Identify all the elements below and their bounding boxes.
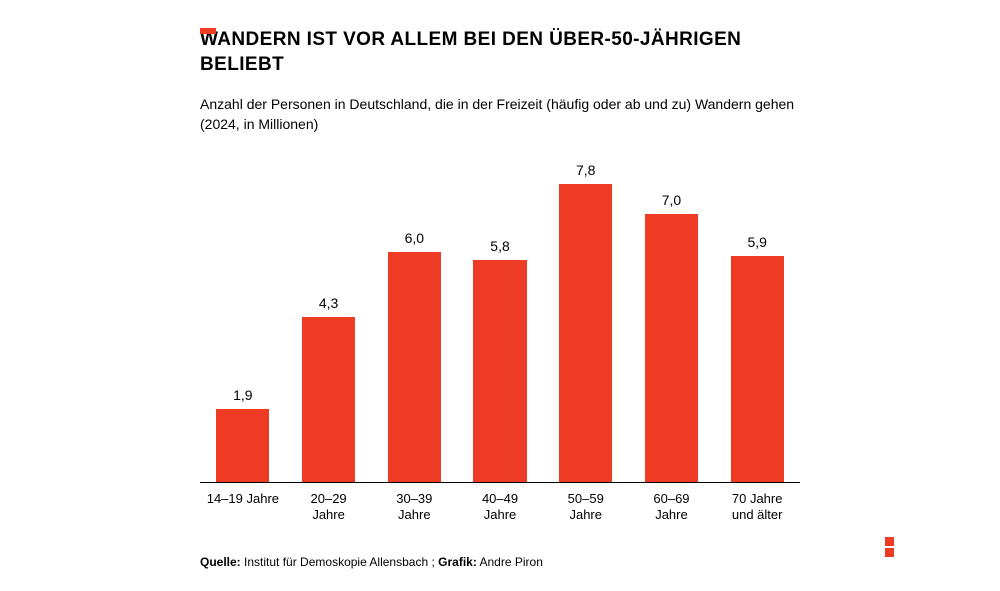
bar <box>645 214 698 481</box>
bar-column: 5,8 <box>457 238 543 482</box>
bar-chart: 1,9 4,3 6,0 5,8 7,8 7,0 5,9 <box>200 163 800 483</box>
bar-value-label: 1,9 <box>233 387 252 403</box>
accent-square-top <box>200 28 216 34</box>
bar <box>559 184 612 482</box>
bar-column: 7,0 <box>629 192 715 481</box>
chart-subtitle: Anzahl der Personen in Deutschland, die … <box>200 95 800 134</box>
bar-column: 6,0 <box>371 230 457 481</box>
x-axis-labels: 14–19 Jahre20–29 Jahre30–39 Jahre40–49 J… <box>200 491 800 524</box>
bar-value-label: 7,0 <box>662 192 681 208</box>
x-axis-label: 70 Jahre und älter <box>714 491 800 524</box>
bar-column: 4,3 <box>286 295 372 481</box>
graphic-label: Grafik: <box>438 555 477 569</box>
x-axis-label: 30–39 Jahre <box>371 491 457 524</box>
graphic-value: Andre Piron <box>480 555 543 569</box>
accent-square-icon <box>885 537 894 546</box>
bar <box>216 409 269 482</box>
bar-value-label: 7,8 <box>576 162 595 178</box>
accent-squares-side <box>885 537 894 559</box>
bar <box>388 252 441 481</box>
chart-footer: Quelle: Institut für Demoskopie Allensba… <box>200 555 800 569</box>
bar <box>302 317 355 481</box>
x-axis-label: 20–29 Jahre <box>286 491 372 524</box>
bar-column: 1,9 <box>200 387 286 482</box>
bar <box>731 256 784 481</box>
chart-title: WANDERN IST VOR ALLEM BEI DEN ÜBER-50-JÄ… <box>200 28 800 77</box>
bar-value-label: 5,8 <box>490 238 509 254</box>
bar-value-label: 4,3 <box>319 295 338 311</box>
bar <box>473 260 526 482</box>
bar-value-label: 6,0 <box>405 230 424 246</box>
x-axis-label: 60–69 Jahre <box>629 491 715 524</box>
bar-value-label: 5,9 <box>747 234 766 250</box>
x-axis-label: 50–59 Jahre <box>543 491 629 524</box>
chart-container: WANDERN IST VOR ALLEM BEI DEN ÜBER-50-JÄ… <box>0 28 1000 591</box>
source-value: Institut für Demoskopie Allensbach ; <box>244 555 435 569</box>
accent-square-icon <box>885 548 894 557</box>
bar-column: 5,9 <box>714 234 800 481</box>
source-label: Quelle: <box>200 555 241 569</box>
bar-column: 7,8 <box>543 162 629 482</box>
x-axis-label: 40–49 Jahre <box>457 491 543 524</box>
x-axis-label: 14–19 Jahre <box>200 491 286 524</box>
